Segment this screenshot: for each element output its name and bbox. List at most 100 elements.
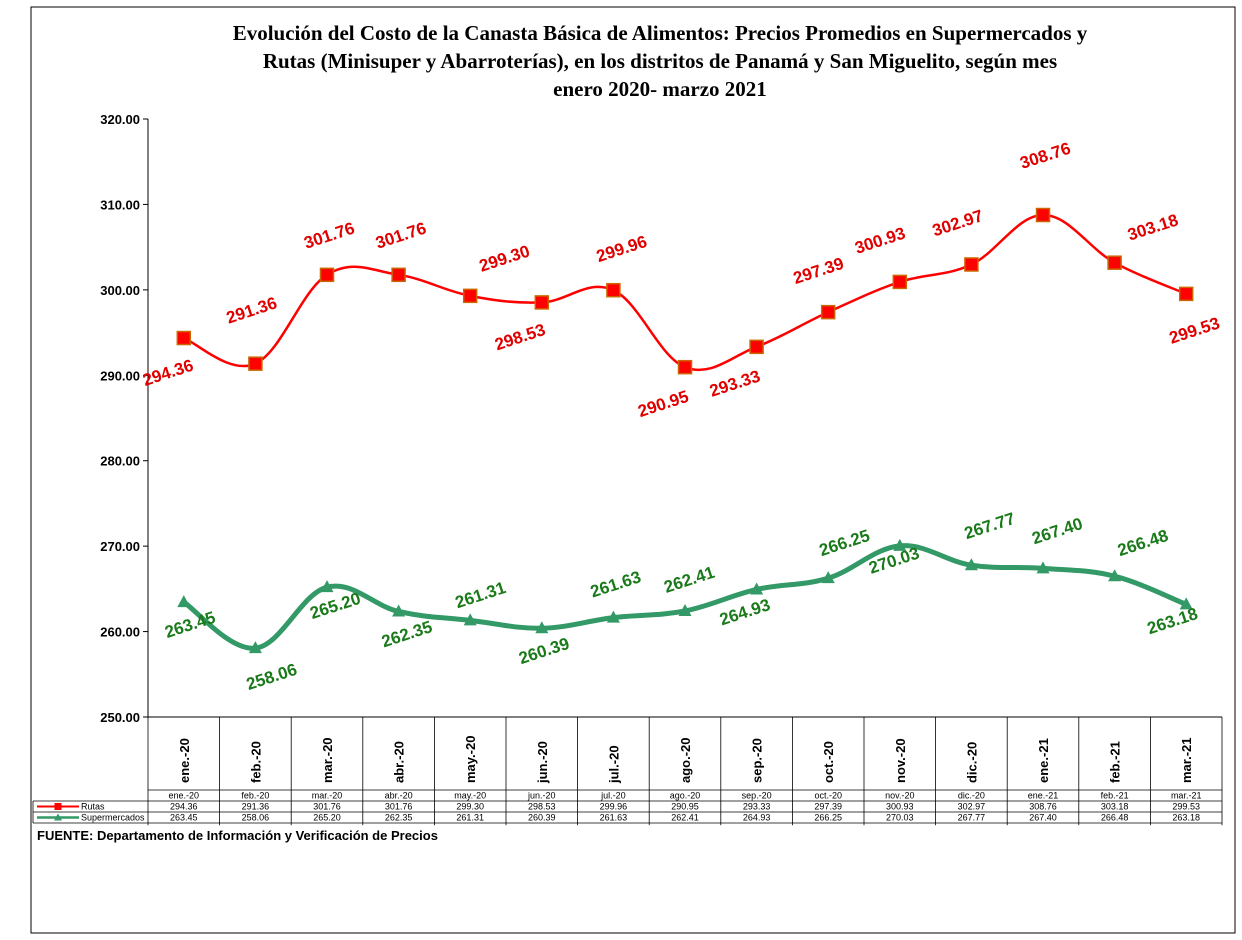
supermercados-point xyxy=(320,580,334,593)
supermercados-data-label: 261.31 xyxy=(453,578,508,612)
x-tick-label: jun.-20 xyxy=(535,741,550,784)
rutas-point xyxy=(1178,286,1194,302)
table-value-cell: 258.06 xyxy=(242,813,270,823)
table-value-cell: 265.20 xyxy=(313,813,341,823)
table-value-cell: 303.18 xyxy=(1101,802,1129,812)
rutas-data-label: 294.36 xyxy=(140,356,195,390)
x-tick-label: jul.-20 xyxy=(606,745,621,784)
source-note: FUENTE: Departamento de Información y Ve… xyxy=(37,828,438,843)
supermercados-point xyxy=(606,610,620,623)
supermercados-data-label: 263.18 xyxy=(1145,604,1200,638)
rutas-point xyxy=(892,274,908,290)
rutas-data-label: 297.39 xyxy=(791,254,846,288)
table-value-cell: 290.95 xyxy=(671,802,699,812)
rutas-data-label: 290.95 xyxy=(636,387,691,421)
y-tick-label: 320.00 xyxy=(100,112,140,127)
rutas-data-label: 293.33 xyxy=(707,367,762,401)
x-tick-label: ene.-21 xyxy=(1036,738,1051,783)
table-value-cell: 297.39 xyxy=(814,802,842,812)
supermercados-data-label: 267.77 xyxy=(962,509,1017,543)
supermercados-point xyxy=(821,571,835,584)
y-tick-label: 310.00 xyxy=(100,197,140,212)
supermercados-point xyxy=(893,538,907,551)
table-value-cell: 261.63 xyxy=(600,813,628,823)
y-tick-label: 290.00 xyxy=(100,368,140,383)
x-tick-label: ene.-20 xyxy=(177,738,192,783)
table-value-cell: 262.41 xyxy=(671,813,699,823)
table-value-cell: 291.36 xyxy=(242,802,270,812)
x-tick-label: oct.-20 xyxy=(821,741,836,783)
rutas-data-label: 308.76 xyxy=(1018,139,1073,173)
table-value-cell: 308.76 xyxy=(1029,802,1057,812)
table-value-cell: 293.33 xyxy=(743,802,771,812)
table-value-cell: 270.03 xyxy=(886,813,914,823)
table-value-cell: 260.39 xyxy=(528,813,556,823)
series-line-supermercados xyxy=(182,543,1188,651)
table-header-cell: ene.-20 xyxy=(169,791,200,801)
table-header-cell: dic.-20 xyxy=(958,791,985,801)
supermercados-data-label: 260.39 xyxy=(516,634,571,668)
rutas-data-label: 301.76 xyxy=(373,219,428,253)
x-tick-label: feb.-21 xyxy=(1108,741,1123,783)
table-header-cell: jun.-20 xyxy=(527,791,556,801)
table-value-cell: 267.77 xyxy=(958,813,986,823)
table-header-cell: feb.-20 xyxy=(241,791,269,801)
x-tick-label: feb.-20 xyxy=(248,741,263,783)
table-value-cell: 301.76 xyxy=(385,802,413,812)
table-value-cell: 302.97 xyxy=(958,802,986,812)
title-line: enero 2020- marzo 2021 xyxy=(553,77,767,101)
rutas-data-label: 302.97 xyxy=(930,206,985,240)
supermercados-data-label: 258.06 xyxy=(244,660,299,694)
rutas-point xyxy=(248,356,263,371)
rutas-point xyxy=(820,304,836,320)
chart-title: Evolución del Costo de la Canasta Básica… xyxy=(233,21,1088,101)
table-value-cell: 299.30 xyxy=(456,802,484,812)
supermercados-point xyxy=(678,603,692,616)
supermercados-data-label: 261.63 xyxy=(588,567,643,601)
rutas-point xyxy=(606,282,621,298)
x-tick-label: abr.-20 xyxy=(392,741,407,783)
table-header-cell: sep.-20 xyxy=(742,791,772,801)
series-layer xyxy=(176,207,1194,654)
x-tick-label: nov.-20 xyxy=(893,738,908,783)
table-header-cell: mar.-20 xyxy=(312,791,343,801)
rutas-point xyxy=(176,330,192,346)
rutas-point xyxy=(319,267,335,283)
supermercados-point xyxy=(535,621,549,634)
rutas-point xyxy=(462,288,478,304)
x-tick-label: mar.-21 xyxy=(1179,737,1194,783)
y-tick-label: 270.00 xyxy=(100,539,140,554)
supermercados-data-label: 262.35 xyxy=(379,617,434,651)
table-value-cell: 261.31 xyxy=(456,813,484,823)
table-value-cell: 294.36 xyxy=(170,802,198,812)
legend-marker xyxy=(54,803,62,810)
rutas-point xyxy=(964,257,979,272)
title-line: Evolución del Costo de la Canasta Básica… xyxy=(233,21,1088,45)
table-header-cell: nov.-20 xyxy=(885,791,914,801)
rutas-point xyxy=(749,339,764,355)
title-line: Rutas (Minisuper y Abarroterías), en los… xyxy=(263,49,1057,73)
table-value-cell: 264.93 xyxy=(743,813,771,823)
supermercados-data-label: 267.40 xyxy=(1030,514,1085,548)
rutas-data-label: 301.76 xyxy=(302,219,357,253)
supermercados-point xyxy=(177,595,191,608)
rutas-data-label: 298.53 xyxy=(492,320,547,354)
rutas-point xyxy=(677,359,693,375)
table-value-cell: 299.96 xyxy=(600,802,628,812)
rutas-data-label: 299.53 xyxy=(1167,314,1222,348)
x-tick-label: may.-20 xyxy=(463,736,478,783)
x-tick-label: mar.-20 xyxy=(320,737,335,783)
rutas-point xyxy=(391,267,406,283)
table-header-cell: may.-20 xyxy=(454,791,486,801)
supermercados-point xyxy=(1036,561,1050,574)
legend-label: Rutas xyxy=(81,802,105,812)
chart-border xyxy=(30,6,1236,934)
rutas-point xyxy=(1035,207,1051,223)
table-value-cell: 263.45 xyxy=(170,813,198,823)
table-header-cell: jul.-20 xyxy=(600,791,626,801)
table-header-cell: ene.-21 xyxy=(1028,791,1059,801)
rutas-point xyxy=(1107,255,1122,270)
table-header-cell: ago.-20 xyxy=(670,791,701,801)
supermercados-data-label: 266.25 xyxy=(817,526,872,560)
